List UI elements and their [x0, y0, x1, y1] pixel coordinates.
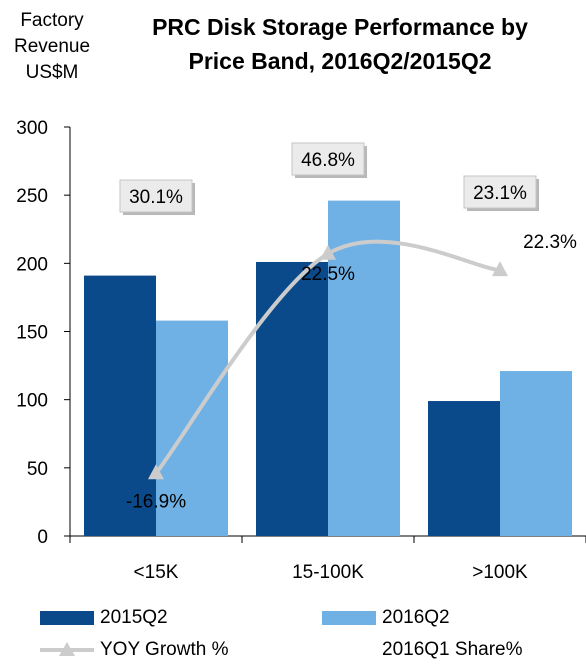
y-axis-unit-label: Factory Revenue US$M: [0, 8, 104, 86]
legend-item-2016q2: 2016Q2: [322, 604, 450, 632]
legend-item-share: 2016Q1 Share%: [382, 636, 523, 664]
x-tick-label: >100K: [472, 562, 528, 583]
chart-title-line: Price Band, 2016Q2/2015Q2: [188, 48, 492, 74]
yoy-growth-marker: [320, 244, 336, 260]
chart-title-line: PRC Disk Storage Performance by: [152, 14, 528, 40]
y-tick-label: 300: [16, 118, 48, 139]
y-tick-label: 250: [16, 186, 48, 207]
axes: 0 50 100 150 200 250 300 <15K 15-100K >100K: [16, 118, 586, 583]
unit-label-line: Revenue: [13, 36, 91, 57]
share-label: 30.1%: [129, 187, 183, 208]
bar-2015q2: [84, 275, 156, 536]
unit-label-line: Factory: [20, 10, 84, 31]
share-label: 46.8%: [301, 150, 355, 171]
bar-2016q2: [500, 371, 572, 536]
legend-line-swatch: [40, 642, 94, 656]
share-label-box: [463, 175, 537, 209]
legend-label: 2015Q2: [100, 607, 168, 628]
x-tick-label: 15-100K: [292, 562, 364, 583]
legend-item-2015q2: 2015Q2: [40, 604, 168, 632]
y-tick-label: 150: [16, 323, 48, 344]
unit-label-line: US$M: [25, 62, 79, 83]
share-label: 23.1%: [473, 183, 527, 204]
share-label-box: [119, 179, 193, 213]
legend-item-yoy-growth: YOY Growth %: [40, 636, 228, 664]
yoy-growth-label: 22.3%: [523, 232, 577, 253]
yoy-growth-marker: [492, 261, 508, 277]
legend-label: 2016Q1 Share%: [382, 639, 523, 660]
yoy-growth-label: -16.9%: [126, 491, 186, 512]
bar-2015q2: [256, 261, 328, 536]
y-tick-label: 200: [16, 254, 48, 275]
bar-2016q2: [328, 200, 400, 536]
share-labels: 30.1% 46.8% 23.1%: [119, 142, 539, 215]
yoy-growth-line: -16.9% 22.5% 22.3%: [126, 232, 577, 512]
legend-label: 2016Q2: [382, 607, 450, 628]
legend: 2015Q2 2016Q2 YOY Growth % 2016Q1 Share%: [40, 604, 580, 664]
bar-2016q2: [156, 320, 228, 536]
chart-title: PRC Disk Storage Performance by Price Ba…: [110, 10, 570, 78]
share-label-box: [291, 142, 365, 176]
legend-label: YOY Growth %: [100, 639, 229, 660]
yoy-growth-marker: [148, 464, 164, 480]
yoy-growth-label: 22.5%: [301, 264, 355, 285]
y-tick-label: 50: [27, 459, 48, 480]
bar-2015q2: [428, 401, 500, 536]
bars: [84, 200, 572, 536]
legend-swatch-2016q2: [322, 611, 376, 625]
y-tick-label: 100: [16, 391, 48, 412]
legend-swatch-2015q2: [40, 611, 94, 625]
x-tick-label: <15K: [134, 562, 179, 583]
y-tick-label: 0: [37, 527, 48, 548]
